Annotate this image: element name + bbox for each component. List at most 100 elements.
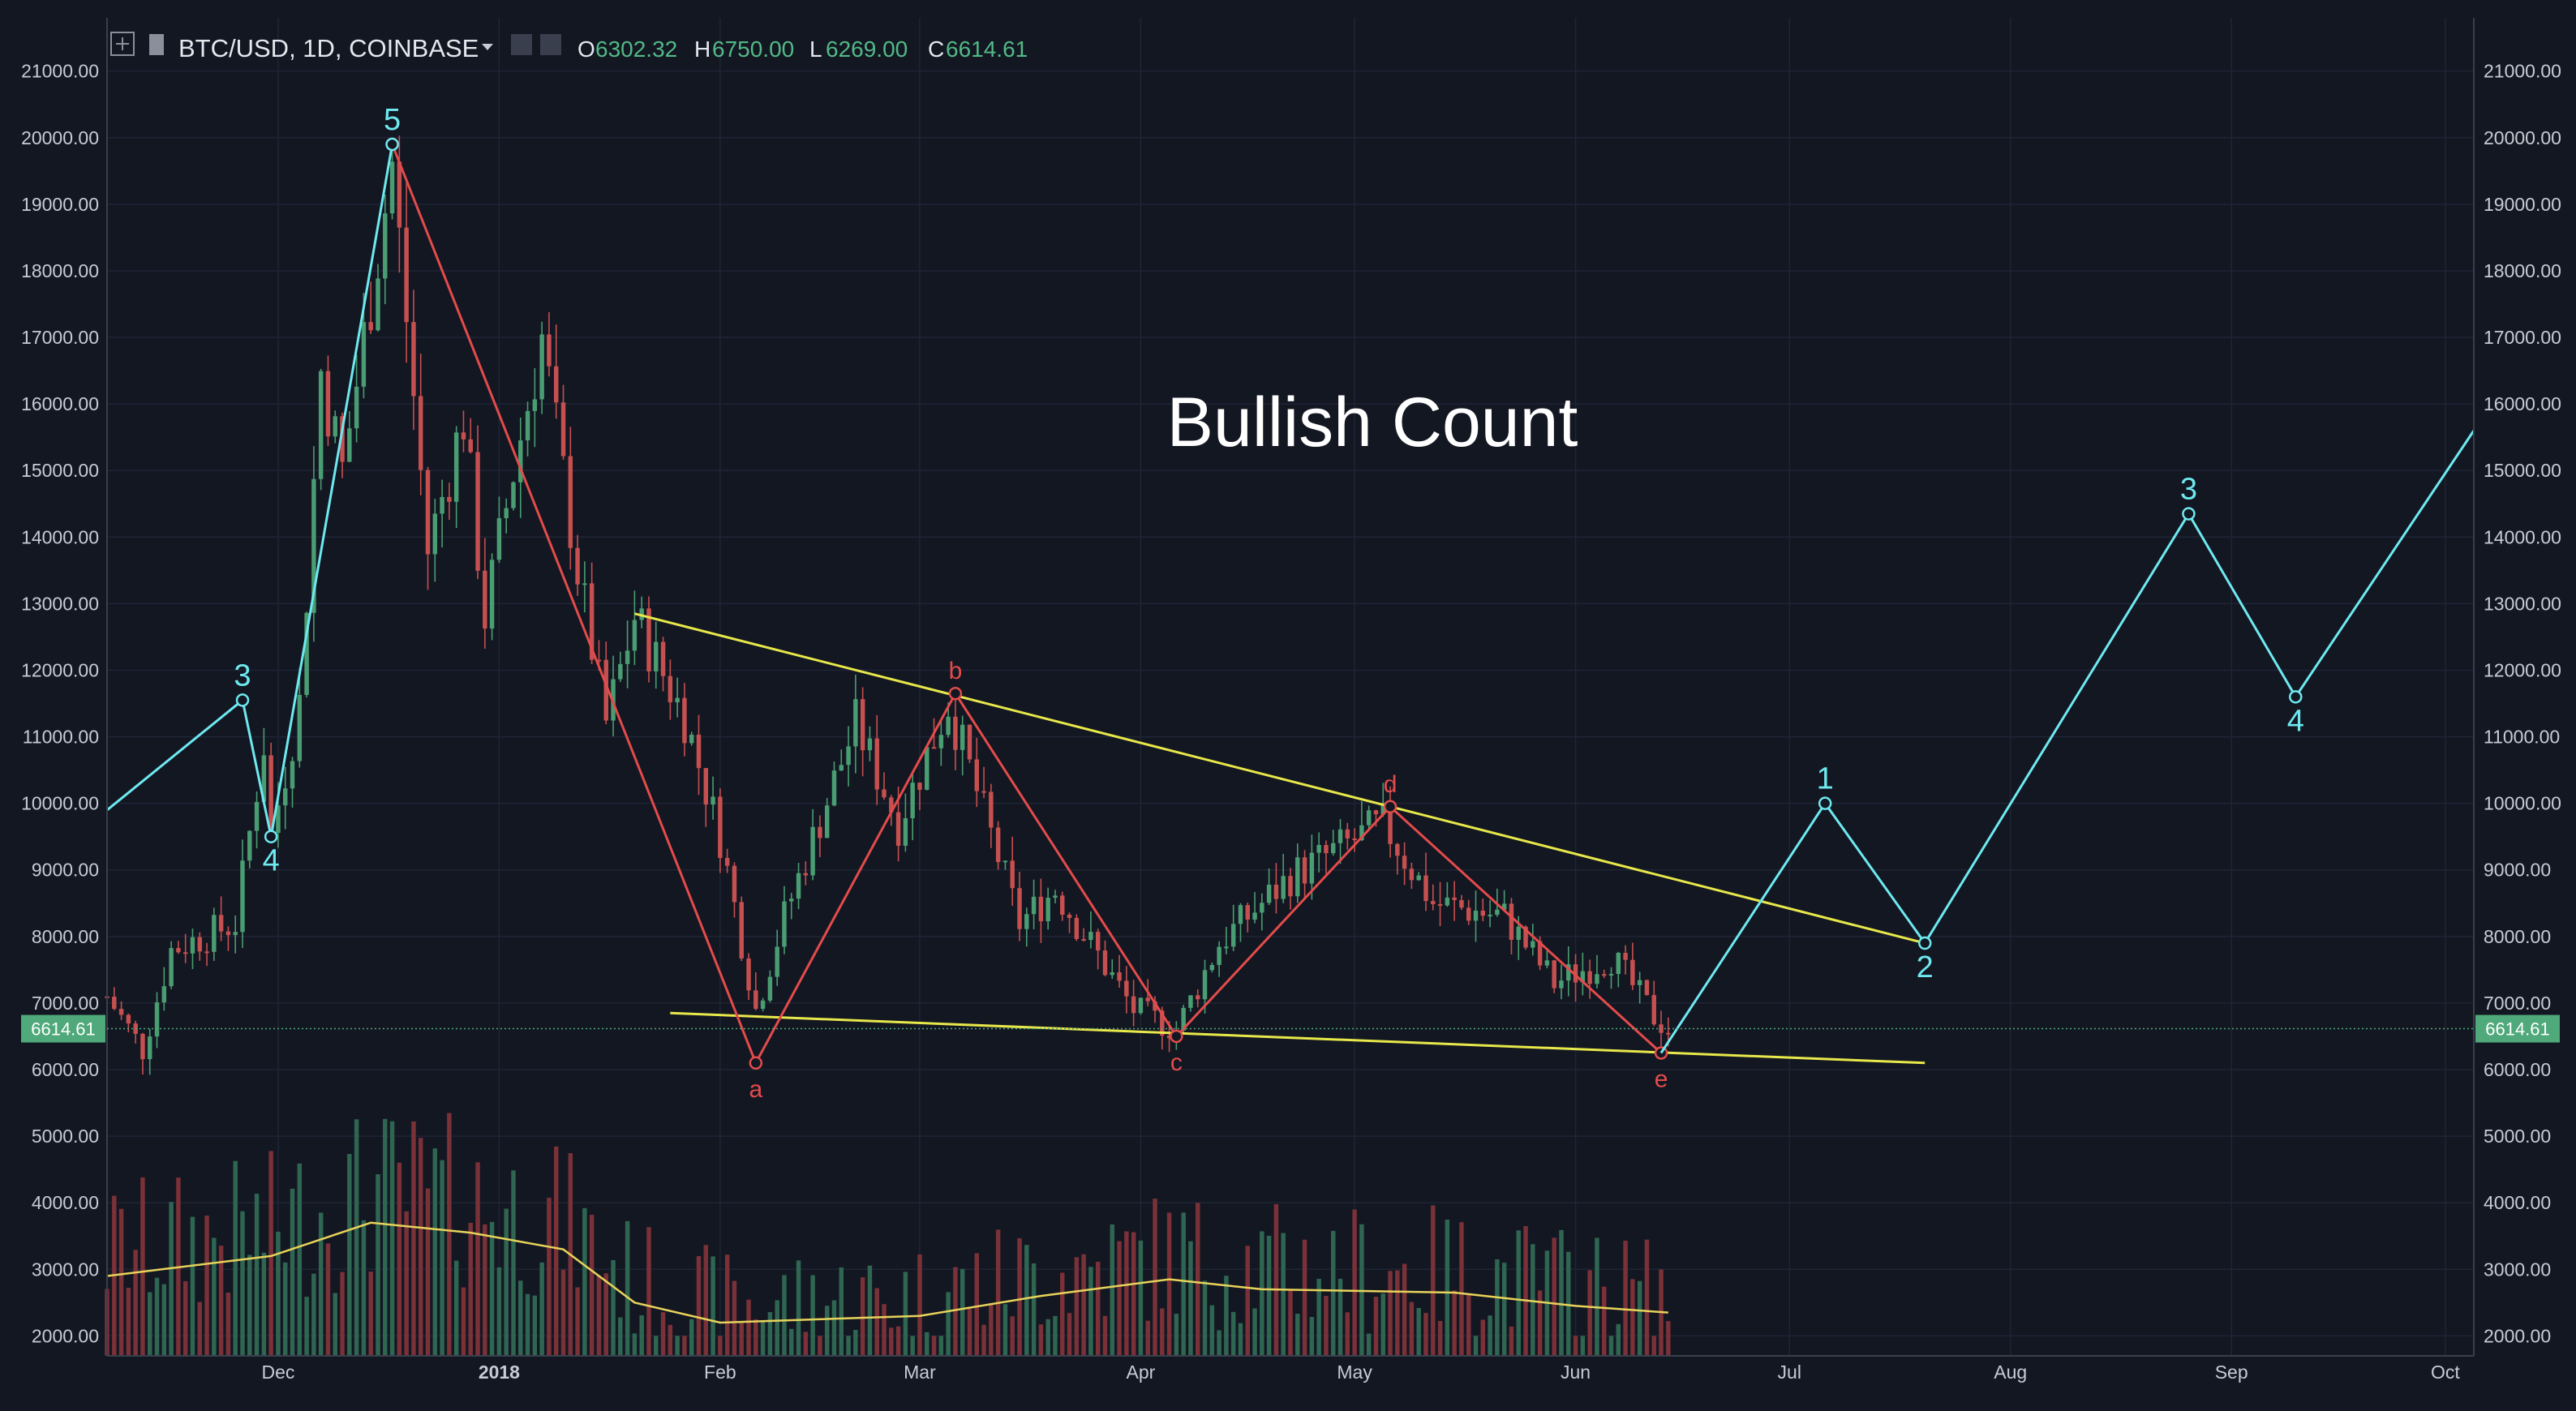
- volume-bar: [411, 1121, 416, 1356]
- volume-bar: [789, 1328, 794, 1356]
- volume-bar: [418, 1138, 423, 1356]
- volume-bar: [311, 1273, 316, 1356]
- y-tick-label-left: 20000.00: [21, 127, 99, 148]
- candle-body: [240, 860, 245, 933]
- candle-body: [1302, 857, 1307, 884]
- chevron-down-icon[interactable]: [482, 44, 493, 50]
- volume-bar: [547, 1197, 552, 1356]
- candle-body: [1601, 974, 1607, 976]
- candle-body: [1566, 964, 1571, 981]
- candle-body: [225, 931, 231, 936]
- volume-bar: [1117, 1241, 1122, 1356]
- volume-bar: [1651, 1336, 1656, 1356]
- candle-body: [483, 570, 487, 629]
- volume-bar: [846, 1336, 851, 1356]
- series-color-icon[interactable]: [149, 34, 164, 55]
- y-tick-label-right: 17000.00: [2484, 327, 2561, 348]
- red-wave-point: [1170, 1029, 1183, 1044]
- volume-bar: [1423, 1313, 1428, 1356]
- candle-body: [803, 873, 809, 876]
- volume-bar: [1131, 1232, 1136, 1356]
- candle-body: [632, 620, 638, 651]
- candle-body: [760, 1000, 766, 1010]
- volume-bar: [1666, 1321, 1671, 1356]
- candle-body: [140, 1033, 145, 1060]
- close-series-icon[interactable]: [540, 34, 561, 55]
- candle-body: [1245, 905, 1250, 920]
- x-tick-label: May: [1337, 1362, 1372, 1383]
- volume-bar: [711, 1256, 715, 1356]
- volume-bar: [660, 1312, 666, 1356]
- volume-bar: [204, 1215, 209, 1356]
- candle-body: [1131, 996, 1136, 1014]
- volume-bar: [1637, 1280, 1642, 1356]
- volume-bar: [1495, 1259, 1500, 1356]
- candle-body: [261, 755, 267, 802]
- close-label: C: [928, 36, 944, 62]
- volume-bar: [1153, 1199, 1157, 1356]
- candle-body: [582, 583, 587, 585]
- volume-bar: [953, 1267, 958, 1356]
- candle-body: [1224, 946, 1229, 949]
- candle-body: [1395, 843, 1400, 856]
- candle-body: [389, 161, 395, 214]
- volume-bar: [1081, 1254, 1086, 1356]
- candle-body: [1081, 938, 1086, 941]
- candle-body: [1516, 926, 1521, 940]
- candle-body: [1488, 915, 1492, 917]
- volume-bar: [611, 1259, 616, 1356]
- volume-bar: [718, 1336, 723, 1356]
- volume-bar: [233, 1160, 238, 1356]
- candle-body: [1153, 1001, 1157, 1011]
- volume-bar: [1160, 1308, 1165, 1356]
- candle-body: [268, 755, 273, 834]
- candle-body: [425, 470, 431, 555]
- cyan-wave-future-line: [1659, 430, 2475, 1054]
- candle-body: [867, 738, 873, 751]
- volume-bar: [126, 1288, 131, 1356]
- candle-body: [1067, 915, 1072, 918]
- red-wave-label: d: [1384, 771, 1397, 798]
- open-label: O: [577, 36, 595, 62]
- symbol-label[interactable]: BTC/USD, 1D, COINBASE: [178, 34, 479, 62]
- candle-body: [1595, 974, 1599, 984]
- settings-icon[interactable]: [511, 34, 532, 55]
- volume-bar: [1452, 1290, 1457, 1356]
- symbol-header[interactable]: BTC/USD, 1D, COINBASE O 6302.32 H 6750.0…: [110, 32, 1028, 62]
- y-tick-label-right: 7000.00: [2484, 993, 2551, 1014]
- expand-icon[interactable]: [110, 32, 135, 56]
- volume-bar: [404, 1211, 409, 1356]
- volume-bar: [268, 1151, 273, 1356]
- volume-bar: [1331, 1230, 1336, 1356]
- volume-bar: [1337, 1278, 1343, 1356]
- candle-body: [1053, 895, 1058, 898]
- candle-body: [325, 371, 331, 437]
- candle-body: [1196, 995, 1200, 1000]
- cyan-wave-past-point: [264, 830, 278, 843]
- volume-bar: [1031, 1263, 1037, 1356]
- volume-bar: [1166, 1212, 1172, 1356]
- volume-bar: [938, 1336, 944, 1356]
- y-tick-label-right: 4000.00: [2484, 1192, 2551, 1213]
- candle-body: [995, 827, 1001, 863]
- candle-body: [283, 788, 288, 806]
- candle-body: [1388, 803, 1393, 844]
- candle-body: [1466, 907, 1471, 921]
- candlesticks: [105, 135, 1671, 1075]
- last-price-tag-right: [2475, 1014, 2560, 1043]
- candle-body: [1437, 903, 1443, 906]
- candle-body: [347, 428, 352, 462]
- red-wave-point: [1383, 800, 1397, 814]
- grid: [107, 18, 2474, 1356]
- candle-body: [461, 432, 466, 440]
- y-tick-label-right: 16000.00: [2484, 393, 2561, 414]
- volume-bar: [625, 1220, 630, 1356]
- volume-bar: [1459, 1222, 1464, 1356]
- y-tick-label-left: 8000.00: [32, 926, 99, 947]
- volume-bar: [654, 1336, 659, 1356]
- y-tick-label-left: 7000.00: [32, 993, 99, 1014]
- volume-bar: [140, 1177, 145, 1356]
- candle-body: [575, 547, 580, 585]
- cyan-wave-future-point: [2182, 507, 2196, 521]
